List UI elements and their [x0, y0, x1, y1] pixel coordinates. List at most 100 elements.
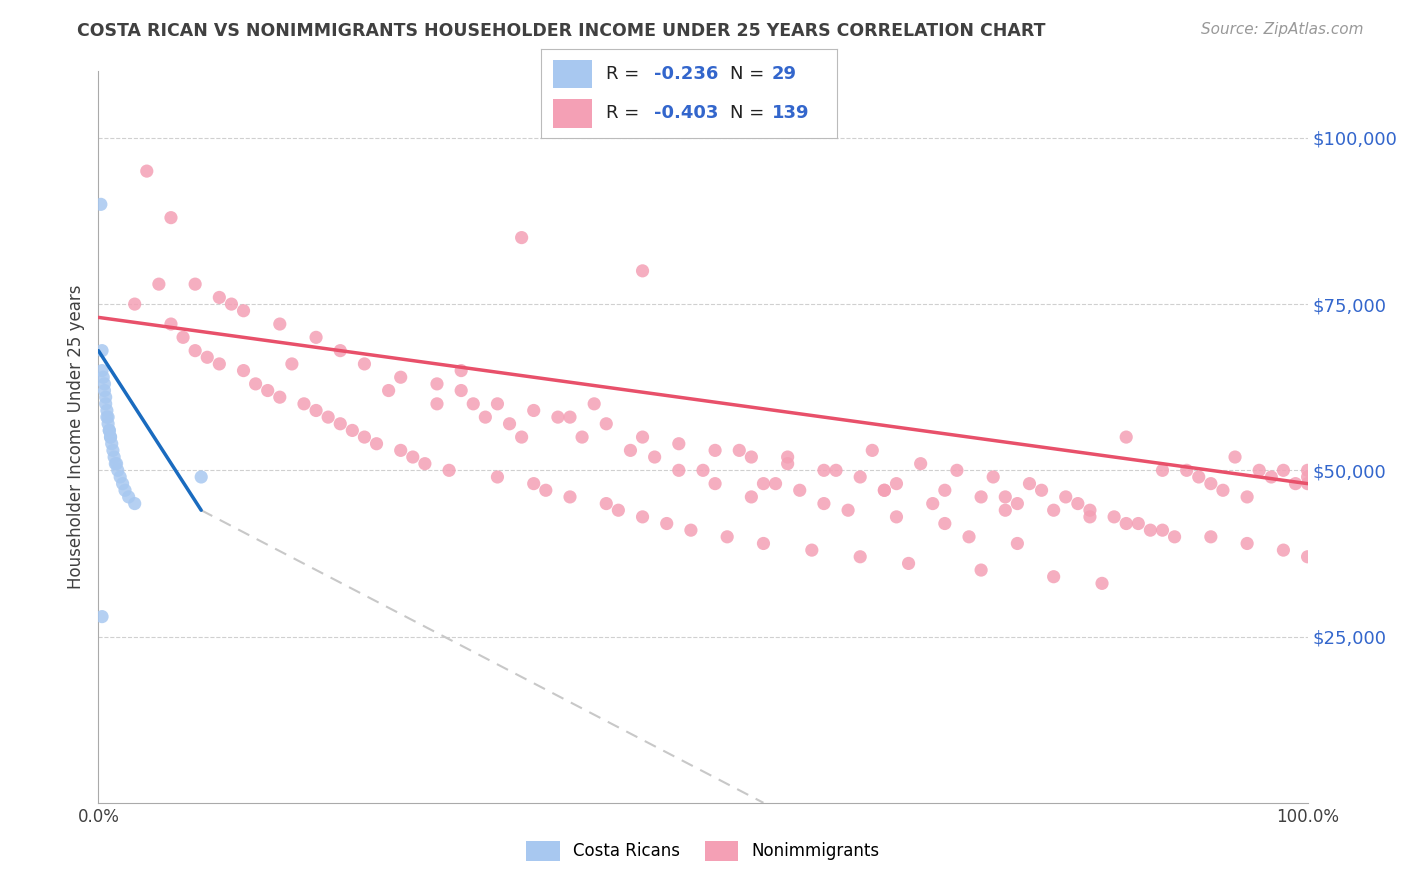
- Point: [281, 357, 304, 371]
- Text: -0.236: -0.236: [654, 65, 718, 83]
- Point: [1018, 476, 1040, 491]
- Point: [135, 164, 157, 178]
- Point: [91, 609, 114, 624]
- Point: [208, 357, 231, 371]
- Point: [160, 211, 183, 225]
- Point: [402, 450, 425, 464]
- Point: [437, 463, 460, 477]
- Point: [800, 543, 823, 558]
- Point: [1042, 503, 1064, 517]
- Point: [97, 410, 120, 425]
- Point: [221, 297, 243, 311]
- Point: [510, 230, 533, 244]
- Point: [353, 357, 375, 371]
- Point: [994, 490, 1017, 504]
- Point: [160, 317, 183, 331]
- Point: [740, 450, 762, 464]
- Point: [1236, 490, 1258, 504]
- Point: [789, 483, 811, 498]
- Point: [1260, 470, 1282, 484]
- Point: [776, 457, 799, 471]
- Point: [1128, 516, 1150, 531]
- Point: [825, 463, 848, 477]
- Point: [94, 397, 117, 411]
- Point: [910, 457, 932, 471]
- Point: [389, 370, 412, 384]
- Point: [946, 463, 969, 477]
- Point: [1296, 549, 1319, 564]
- Text: 29: 29: [772, 65, 797, 83]
- Point: [377, 384, 399, 398]
- Point: [752, 536, 775, 550]
- Point: [631, 509, 654, 524]
- Point: [655, 516, 678, 531]
- Point: [91, 343, 114, 358]
- Point: [752, 476, 775, 491]
- Point: [94, 390, 117, 404]
- Point: [105, 457, 128, 471]
- Point: [486, 397, 509, 411]
- Point: [728, 443, 751, 458]
- Point: [510, 430, 533, 444]
- Point: [1007, 536, 1029, 550]
- Point: [1199, 530, 1222, 544]
- Point: [934, 483, 956, 498]
- Point: [668, 436, 690, 450]
- Point: [1212, 483, 1234, 498]
- Point: [957, 530, 980, 544]
- Point: [534, 483, 557, 498]
- Point: [704, 443, 727, 458]
- Point: [692, 463, 714, 477]
- Legend: Costa Ricans, Nonimmigrants: Costa Ricans, Nonimmigrants: [520, 834, 886, 868]
- Point: [305, 330, 328, 344]
- Point: [426, 397, 449, 411]
- Point: [91, 363, 114, 377]
- Point: [114, 483, 136, 498]
- Point: [366, 436, 388, 450]
- Text: 139: 139: [772, 104, 808, 122]
- Point: [98, 424, 121, 438]
- Point: [353, 430, 375, 444]
- Point: [190, 470, 212, 484]
- Point: [1272, 543, 1295, 558]
- Point: [558, 410, 581, 425]
- Point: [148, 277, 170, 292]
- Point: [103, 450, 125, 464]
- Point: [1296, 470, 1319, 484]
- Point: [90, 197, 112, 211]
- Point: [1091, 576, 1114, 591]
- Point: [1102, 509, 1125, 524]
- Point: [93, 376, 115, 391]
- Point: [765, 476, 787, 491]
- Point: [558, 490, 581, 504]
- Point: [1188, 470, 1211, 484]
- Point: [474, 410, 496, 425]
- Point: [100, 430, 122, 444]
- Point: [873, 483, 896, 498]
- Point: [1223, 450, 1246, 464]
- Point: [1078, 509, 1101, 524]
- Point: [450, 363, 472, 377]
- Point: [1152, 523, 1174, 537]
- Point: [256, 384, 278, 398]
- FancyBboxPatch shape: [553, 99, 592, 128]
- Point: [1296, 476, 1319, 491]
- Point: [1163, 530, 1185, 544]
- Point: [1249, 463, 1271, 477]
- Point: [1236, 536, 1258, 550]
- Point: [523, 403, 546, 417]
- Point: [232, 363, 254, 377]
- Point: [631, 264, 654, 278]
- Point: [716, 530, 738, 544]
- Point: [93, 384, 115, 398]
- Point: [195, 351, 218, 365]
- Point: [1031, 483, 1053, 498]
- Point: [96, 410, 118, 425]
- Text: R =: R =: [606, 104, 645, 122]
- Point: [994, 503, 1017, 517]
- Point: [269, 390, 291, 404]
- Point: [873, 483, 896, 498]
- Point: [595, 497, 617, 511]
- Point: [1139, 523, 1161, 537]
- Point: [970, 490, 993, 504]
